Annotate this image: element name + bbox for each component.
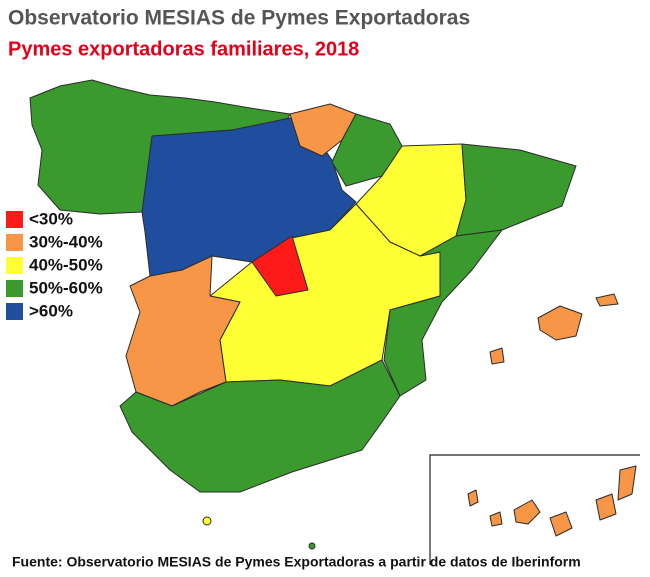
legend-label: 40%-50% [29,255,103,274]
region [455,143,577,237]
legend-label: >60% [29,301,73,320]
region [202,516,212,526]
legend-label: <30% [29,209,73,228]
legend-swatch [6,211,23,228]
region [119,359,401,493]
subtitle: Pymes exportadoras familiares, 2018 [8,38,359,60]
title: Observatorio MESIAS de Pymes Exportadora… [8,7,470,30]
legend: <30% 30%-40% 40%-50% 50%-60% >60% [6,209,103,320]
map [29,79,637,550]
region [308,542,316,550]
legend-swatch [6,234,23,251]
legend-swatch [6,280,23,297]
region [595,493,617,521]
region [595,293,619,307]
legend-label: 30%-40% [29,232,103,251]
region [549,511,573,537]
region [513,499,541,525]
legend-swatch [6,303,23,320]
legend-label: 50%-60% [29,278,103,297]
region [537,305,583,341]
region [467,489,479,507]
region [251,235,309,297]
legend-swatch [6,257,23,274]
region [125,255,241,407]
region [489,347,505,365]
canary-frame [429,454,640,565]
region [617,465,637,501]
source: Fuente: Observatorio MESIAS de Pymes Exp… [12,554,581,570]
region [489,511,503,527]
